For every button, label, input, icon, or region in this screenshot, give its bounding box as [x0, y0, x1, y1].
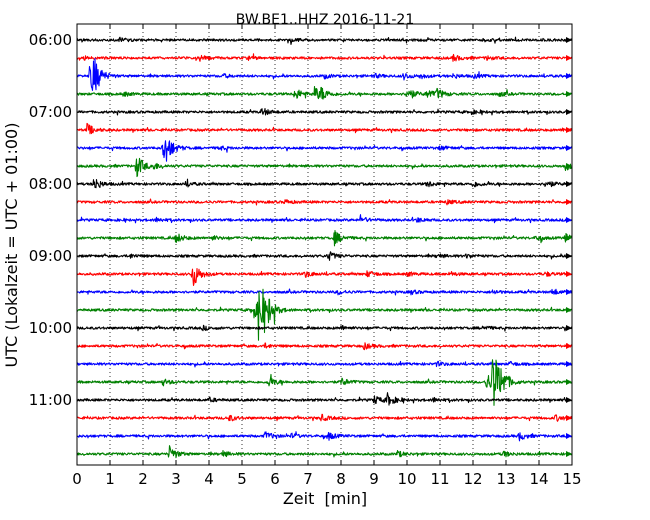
y-tick-label-09:00: 09:00	[29, 247, 72, 265]
trace-end-0830	[566, 217, 572, 223]
trace-end-1145	[566, 451, 572, 457]
y-tick-label-11:00: 11:00	[29, 391, 72, 409]
trace-0600	[76, 36, 573, 45]
trace-0945	[76, 288, 573, 341]
x-tick-label-12: 12	[463, 470, 482, 488]
trace-1000	[76, 324, 573, 332]
trace-end-0930	[566, 289, 572, 295]
trace-end-0745	[566, 163, 572, 169]
trace-end-0815	[566, 199, 572, 205]
trace-0715	[76, 122, 573, 135]
y-tick-label-10:00: 10:00	[29, 319, 72, 337]
trace-end-0945	[566, 307, 572, 313]
plot-frame	[76, 23, 573, 466]
trace-end-1030	[566, 361, 572, 367]
trace-1030	[76, 360, 573, 368]
trace-0745	[76, 157, 573, 178]
trace-end-1130	[566, 433, 572, 439]
trace-end-1045	[566, 379, 572, 385]
x-tick-label-11: 11	[430, 470, 449, 488]
trace-0930	[76, 288, 573, 296]
trace-1130	[76, 431, 573, 442]
trace-end-0630	[566, 73, 572, 79]
trace-1115	[76, 413, 573, 422]
trace-end-1115	[566, 415, 572, 421]
x-tick-label-8: 8	[336, 470, 346, 488]
grid-lines	[109, 24, 540, 465]
trace-end-0915	[566, 271, 572, 277]
trace-1145	[76, 445, 573, 459]
trace-end-0845	[566, 235, 572, 241]
x-tick-label-1: 1	[105, 470, 115, 488]
x-tick-label-13: 13	[496, 470, 515, 488]
trace-0615	[76, 53, 573, 62]
x-tick-label-14: 14	[529, 470, 548, 488]
x-axis-label: Zeit [min]	[283, 489, 367, 508]
trace-1045	[76, 359, 573, 406]
x-axis-ticks: 0 1 2 3 4 5 6 7 8 9 10 11 12 13 14 15	[72, 24, 582, 488]
trace-0645	[76, 85, 573, 100]
trace-1100	[76, 392, 573, 406]
y-tick-label-08:00: 08:00	[29, 175, 72, 193]
x-tick-label-2: 2	[138, 470, 148, 488]
x-tick-label-9: 9	[369, 470, 379, 488]
y-tick-label-06:00: 06:00	[29, 31, 72, 49]
trace-end-0730	[566, 145, 572, 151]
seismogram-traces	[76, 36, 573, 459]
trace-1015	[76, 342, 573, 351]
x-tick-label-4: 4	[204, 470, 214, 488]
trace-end-1000	[566, 325, 572, 331]
x-tick-label-6: 6	[270, 470, 280, 488]
trace-0630	[76, 57, 573, 91]
trace-end-0645	[566, 91, 572, 97]
trace-0830	[76, 214, 573, 224]
trace-0900	[76, 251, 573, 261]
trace-0815	[76, 198, 573, 206]
y-axis-label: UTC (Lokalzeit = UTC + 01:00)	[2, 123, 21, 368]
trace-end-0715	[566, 127, 572, 133]
x-tick-label-10: 10	[397, 470, 416, 488]
x-tick-label-7: 7	[303, 470, 313, 488]
trace-0700	[76, 107, 573, 116]
trace-end-0600	[566, 37, 572, 43]
trace-0800	[76, 178, 573, 189]
trace-0915	[76, 268, 573, 287]
trace-end-1100	[566, 397, 572, 403]
trace-end-0900	[566, 253, 572, 259]
y-tick-label-07:00: 07:00	[29, 103, 72, 121]
trace-0845	[76, 230, 573, 247]
x-tick-label-5: 5	[237, 470, 247, 488]
trace-end-0700	[566, 109, 572, 115]
x-tick-label-3: 3	[171, 470, 181, 488]
x-tick-label-15: 15	[562, 470, 581, 488]
chart-title: BW.BE1..HHZ 2016-11-21	[236, 12, 415, 28]
trace-0730	[76, 140, 573, 162]
trace-end-0800	[566, 181, 572, 187]
trace-end-1015	[566, 343, 572, 349]
x-tick-label-0: 0	[72, 470, 82, 488]
trace-end-0615	[566, 55, 572, 61]
y-axis-ticks: 06:00 07:00 08:00 09:00 10:00 11:00	[29, 31, 82, 409]
